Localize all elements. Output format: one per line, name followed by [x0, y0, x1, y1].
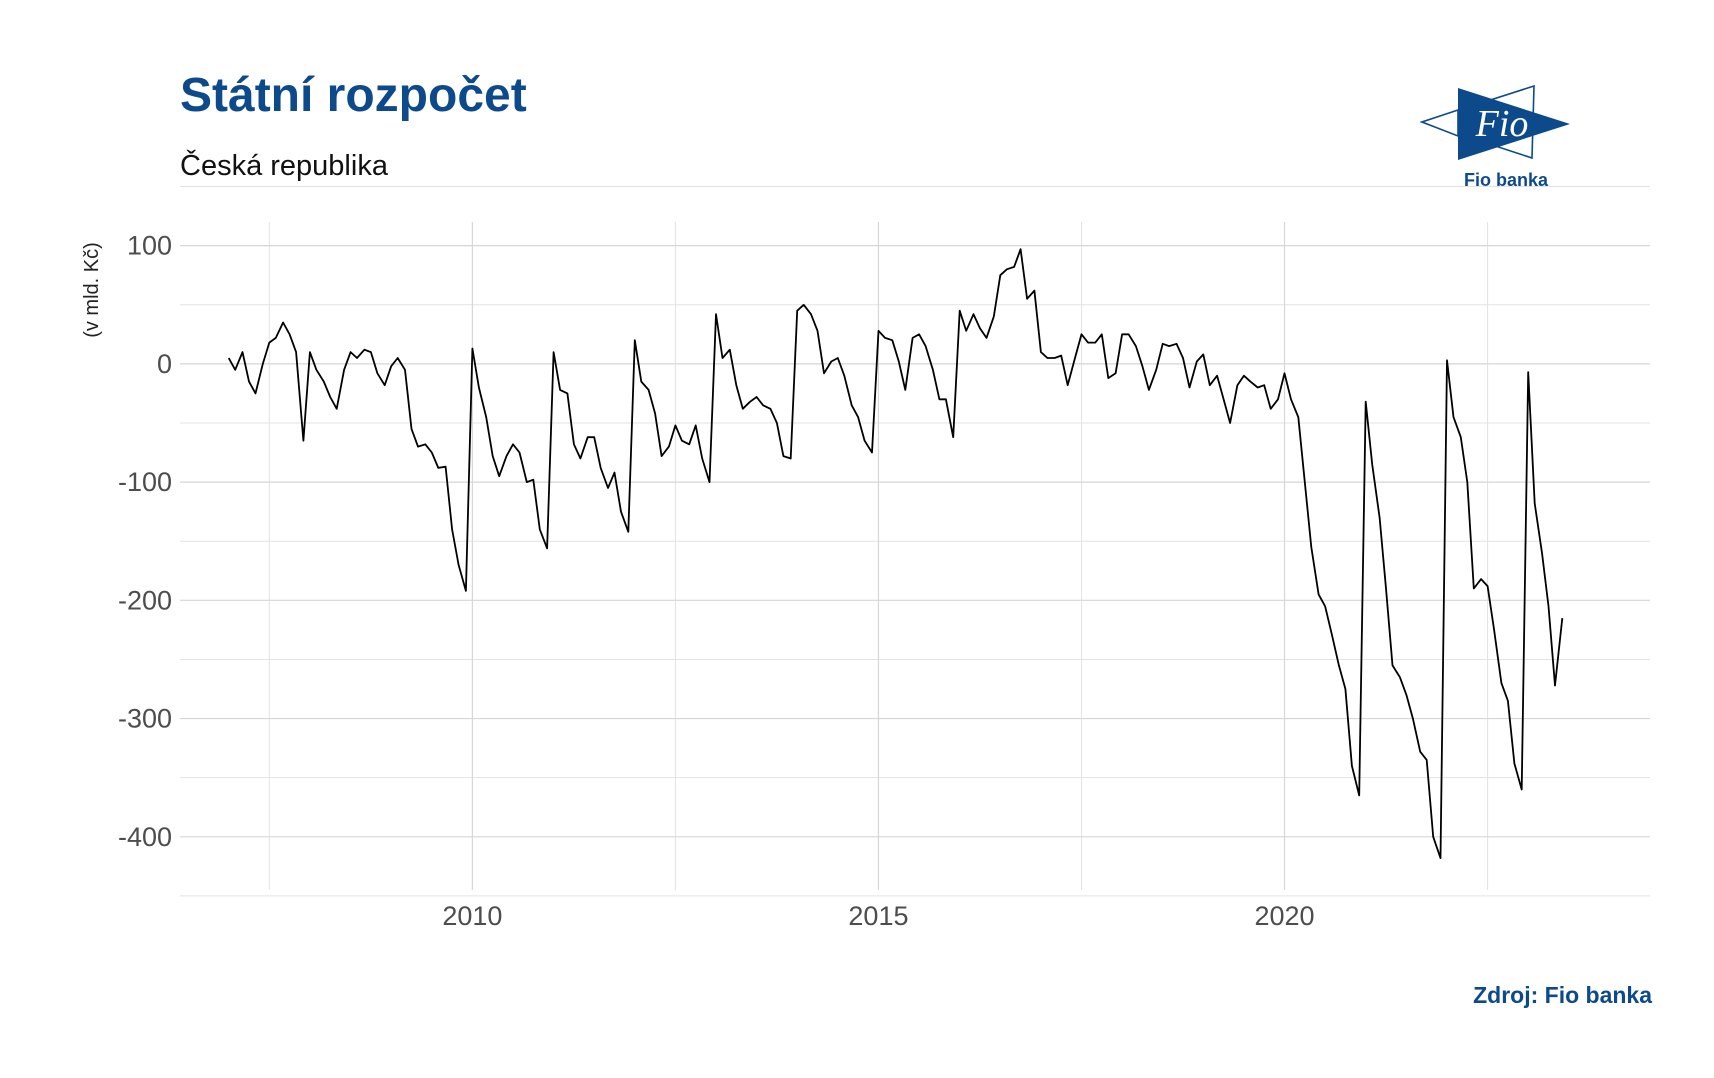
source-note: Zdroj: Fio banka	[1473, 982, 1652, 1008]
grid-major	[180, 222, 1650, 890]
x-tick-label: 2010	[442, 901, 502, 931]
y-tick-label: 100	[127, 231, 172, 261]
logo-name: Fio banka	[1464, 170, 1549, 190]
y-tick-label: -200	[118, 585, 172, 615]
y-tick-label: -400	[118, 822, 172, 852]
y-tick-label: -300	[118, 704, 172, 734]
y-axis-tick-labels: 100 0 -100 -200 -300 -400	[118, 231, 172, 852]
grid-minor	[180, 186, 1650, 897]
x-tick-label: 2020	[1254, 901, 1314, 931]
chart-subtitle: Česká republika	[180, 150, 388, 182]
chart-title: Státní rozpočet	[180, 69, 527, 122]
series-line	[227, 248, 1564, 859]
y-tick-label: -100	[118, 467, 172, 497]
y-tick-label: 0	[157, 349, 172, 379]
fio-banka-logo: Fio Fio banka	[1420, 84, 1570, 190]
logo-mark-text: Fio	[1475, 103, 1529, 145]
fio-logo-mark-icon	[1420, 84, 1570, 160]
x-tick-label: 2015	[848, 901, 908, 931]
x-axis-tick-labels: 2010 2015 2020	[442, 901, 1314, 931]
y-axis-label: (v mld. Kč)	[81, 242, 103, 338]
